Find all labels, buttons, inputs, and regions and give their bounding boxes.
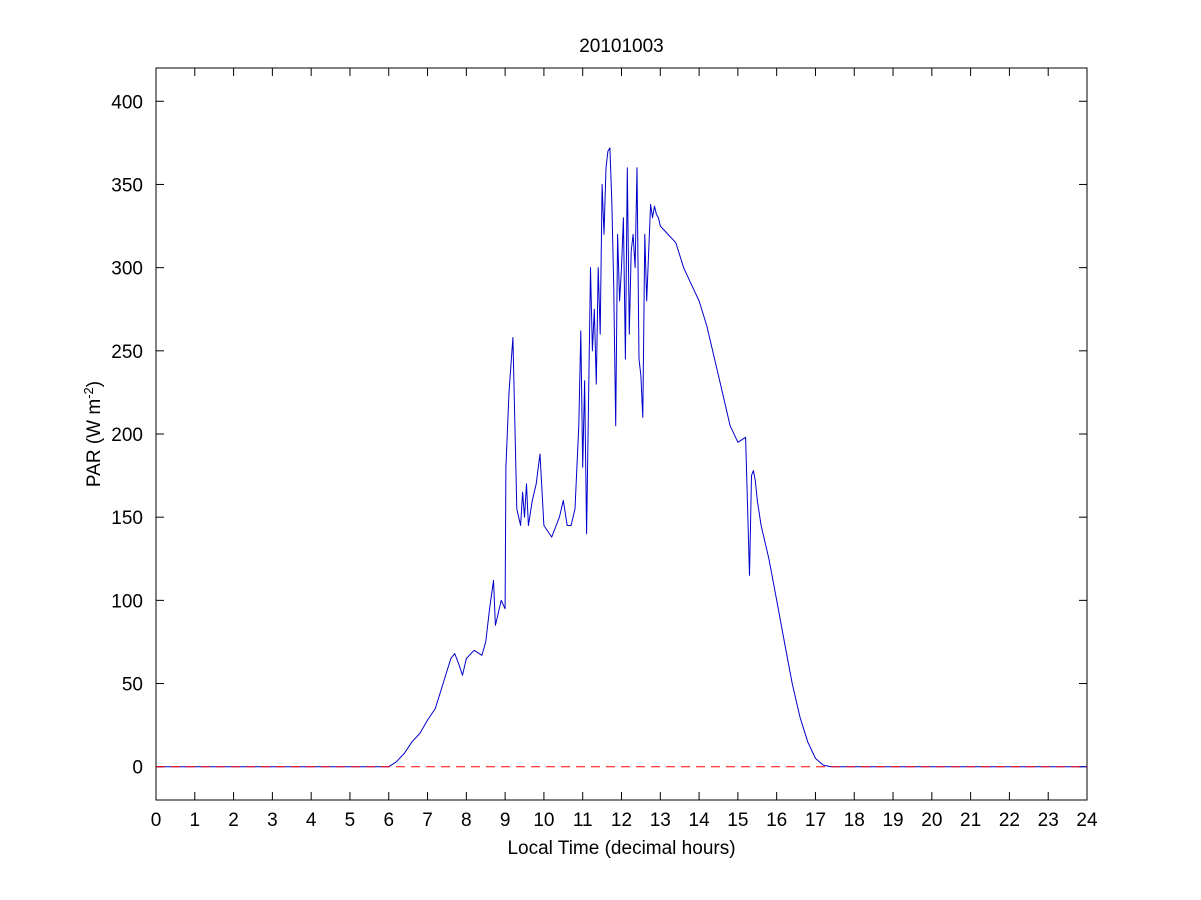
x-tick-label: 5 [345,810,356,831]
x-tick-label: 13 [650,810,671,831]
y-axis-label-superscript: -2 [81,387,96,399]
y-axis-label: PAR (W m-2) [81,381,106,487]
series-layer [156,147,1087,768]
y-tick-label: 150 [111,508,143,529]
y-axis-label-prefix: PAR (W m [84,399,105,487]
x-tick-label: 8 [461,810,472,831]
axes-box [155,67,1088,801]
x-tick-label: 12 [611,810,632,831]
x-tick-label: 15 [727,810,748,831]
x-axis-label: Local Time (decimal hours) [507,838,735,859]
x-tick-label: 4 [306,810,317,831]
x-tick-label: 21 [960,810,981,831]
x-tick-label: 9 [500,810,511,831]
y-tick-label: 50 [122,675,143,696]
x-tick-label: 18 [844,810,865,831]
x-tick-label: 24 [1076,810,1098,831]
x-tick-label: 2 [228,810,239,831]
x-tick-label: 14 [689,810,711,831]
y-tick-label: 0 [132,758,143,779]
y-tick-label: 200 [111,425,143,446]
x-tick-label: 17 [805,810,826,831]
y-axis-label-suffix: ) [84,381,105,387]
x-tick-label: 19 [882,810,903,831]
x-axis-ticks: 0 1 2 3 4 5 6 7 8 9 10 11 12 13 14 15 16 17 18 19 20 21 22 23 24 [151,68,1098,831]
y-tick-label: 400 [111,92,143,113]
y-tick-label: 300 [111,259,143,280]
x-tick-label: 1 [190,810,201,831]
chart-title: 20101003 [579,36,664,57]
x-tick-label: 11 [573,810,593,831]
x-tick-label: 16 [766,810,787,831]
x-tick-label: 6 [383,810,394,831]
y-axis-ticks: 0 50 100 150 200 250 300 350 400 [111,92,1087,779]
x-tick-label: 3 [267,810,278,831]
par-series-line [156,147,1087,768]
x-tick-label: 10 [533,810,554,831]
x-tick-label: 0 [151,810,162,831]
y-tick-label: 100 [111,591,143,612]
x-tick-label: 7 [422,810,433,831]
y-tick-label: 250 [111,342,143,363]
y-tick-label: 350 [111,175,143,196]
x-tick-label: 20 [921,810,942,831]
x-tick-label: 23 [1038,810,1059,831]
x-tick-label: 22 [999,810,1020,831]
